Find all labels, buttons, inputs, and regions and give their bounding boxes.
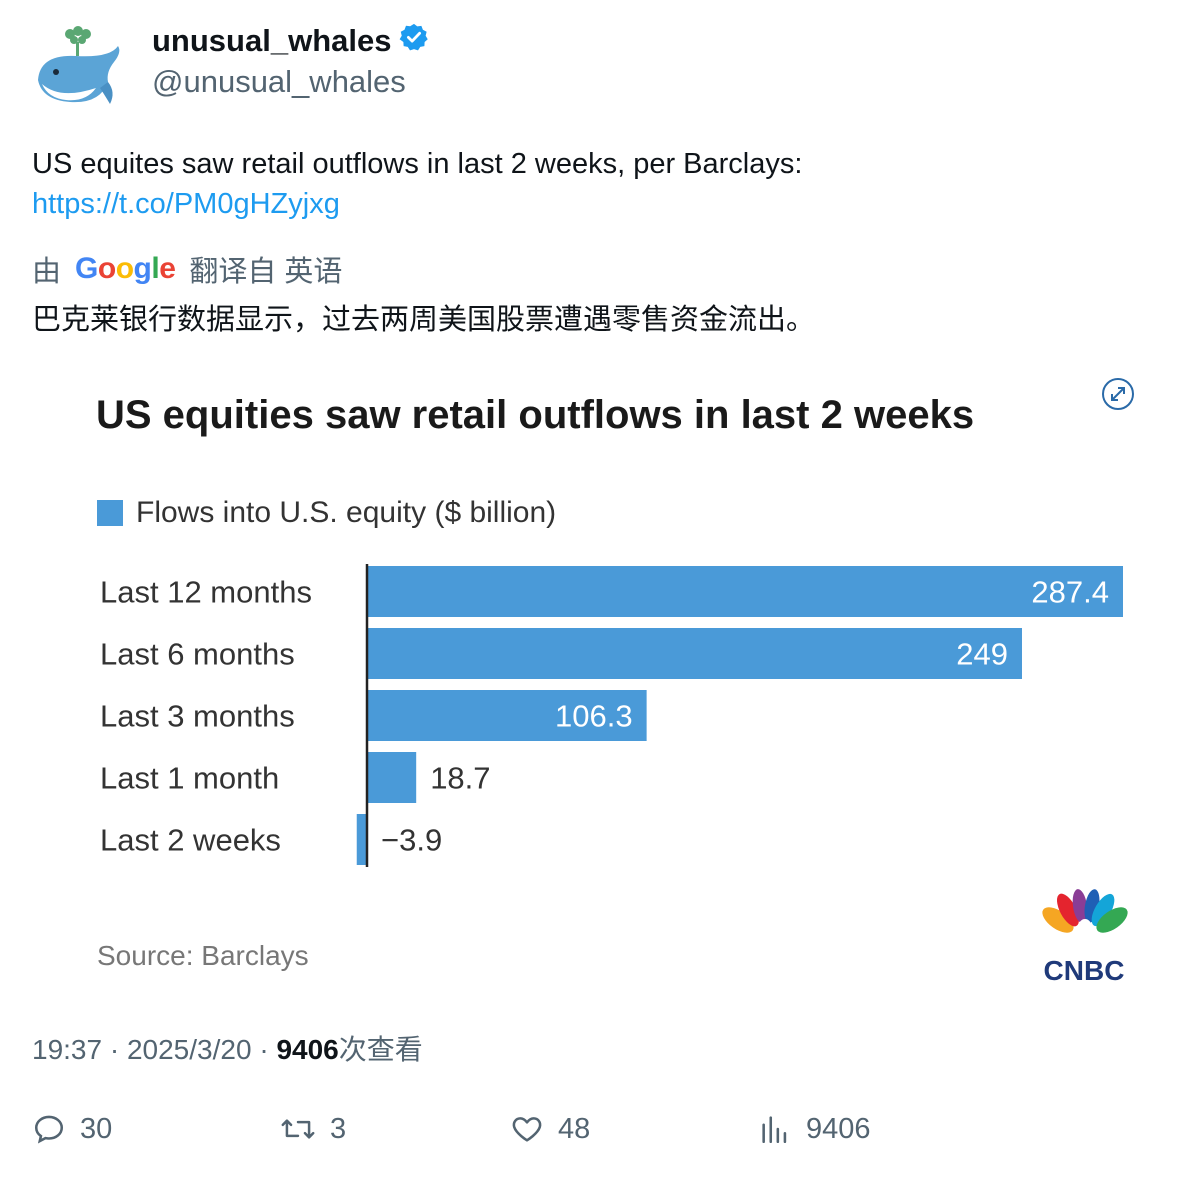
- legend-swatch: [97, 500, 123, 526]
- analytics-icon: [762, 1116, 787, 1144]
- value-label-2: 106.3: [555, 699, 633, 734]
- views-button[interactable]: 9406: [758, 1112, 871, 1146]
- retweet-button[interactable]: 3: [280, 1112, 346, 1146]
- bar-1: [367, 628, 1022, 679]
- views-label: 次查看: [338, 1034, 423, 1065]
- heart-icon: [512, 1117, 542, 1142]
- separator: ·: [109, 1034, 127, 1065]
- category-label-0: Last 12 months: [100, 575, 312, 610]
- timestamp-row: 19:37 · 2025/3/20 · 9406次查看: [32, 1028, 423, 1068]
- like-count: 48: [558, 1112, 591, 1145]
- tweet-date[interactable]: 2025/3/20: [126, 1034, 252, 1065]
- category-label-2: Last 3 months: [100, 699, 295, 734]
- verified-badge-icon: [399, 22, 429, 60]
- tweet-link[interactable]: https://t.co/PM0gHZyjxg: [32, 188, 340, 220]
- category-label-3: Last 1 month: [100, 761, 279, 796]
- retweet-icon: [281, 1119, 315, 1139]
- google-logo: Google: [75, 252, 176, 285]
- expand-icon[interactable]: [1102, 378, 1134, 410]
- bar-2: [367, 690, 647, 741]
- views-action-count: 9406: [806, 1112, 871, 1145]
- separator: ·: [259, 1034, 277, 1065]
- cnbc-peacock-logo: [1042, 889, 1128, 937]
- retweet-count: 3: [330, 1112, 347, 1145]
- translate-row[interactable]: 由 Google 翻译自 英语: [32, 248, 342, 290]
- bars-group: Last 12 months 287.4 Last 6 months 249 Last …: [100, 566, 1123, 865]
- handle[interactable]: @unusual_whales: [152, 64, 406, 99]
- chart-title: US equities saw retail outflows in last …: [96, 393, 974, 437]
- avatar[interactable]: [30, 22, 126, 118]
- tweet-body: US equites saw retail outflows in last 2…: [32, 148, 803, 180]
- translated-text: 巴克莱银行数据显示，过去两周美国股票遭遇零售资金流出。: [32, 304, 816, 336]
- category-label-4: Last 2 weeks: [100, 823, 281, 858]
- value-label-0: 287.4: [1031, 575, 1109, 610]
- views-count: 9406: [276, 1034, 339, 1065]
- chart-image[interactable]: US equities saw retail outflows in last …: [32, 360, 1162, 1000]
- legend-label: Flows into U.S. equity ($ billion): [136, 496, 556, 529]
- display-name-text[interactable]: unusual_whales: [152, 23, 392, 58]
- tweet-time[interactable]: 19:37: [32, 1034, 103, 1065]
- bar-0: [367, 566, 1123, 617]
- value-label-1: 249: [956, 637, 1008, 672]
- translate-prefix: 由: [32, 256, 62, 288]
- reply-button[interactable]: 30: [32, 1112, 112, 1146]
- value-label-3: 18.7: [430, 761, 490, 796]
- bar-4: [356, 814, 367, 865]
- bar-chart: US equities saw retail outflows in last …: [96, 378, 1134, 986]
- category-label-1: Last 6 months: [100, 637, 295, 672]
- translate-suffix: 翻译自 英语: [189, 256, 343, 288]
- like-button[interactable]: 48: [510, 1112, 590, 1146]
- value-label-4: −3.9: [381, 823, 442, 858]
- reply-icon: [34, 1115, 64, 1144]
- display-name[interactable]: unusual_whales: [152, 22, 429, 60]
- reply-count: 30: [80, 1112, 113, 1145]
- tweet-text: US equites saw retail outflows in last 2…: [32, 144, 1162, 224]
- chart-source: Source: Barclays: [97, 940, 309, 971]
- bar-3: [367, 752, 417, 803]
- cnbc-wordmark: CNBC: [1044, 955, 1125, 986]
